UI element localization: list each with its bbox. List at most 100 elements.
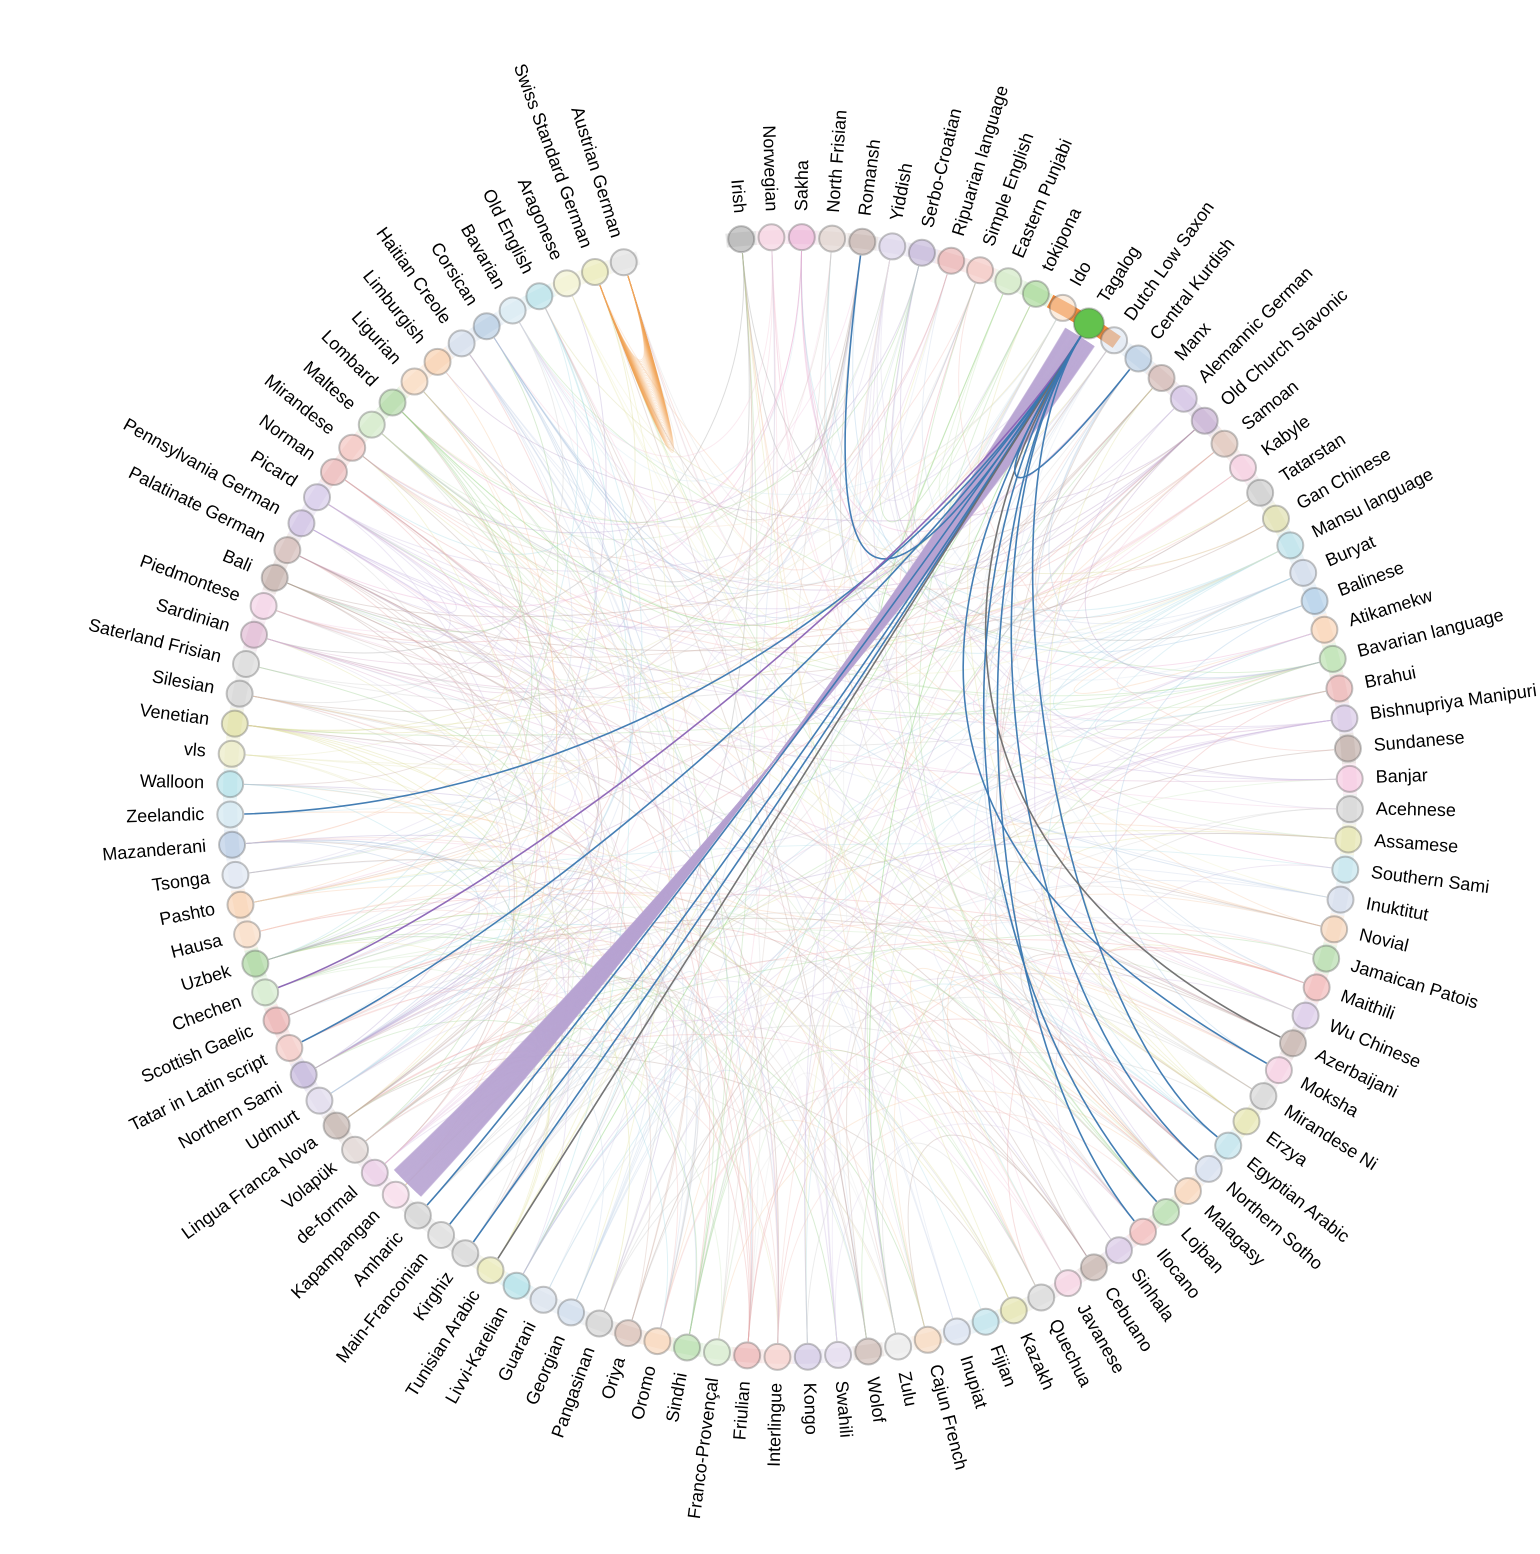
node-circle[interactable] [341, 1135, 370, 1164]
node-circle[interactable] [249, 591, 278, 620]
node-label[interactable]: Bali [220, 545, 255, 575]
node-circle[interactable] [824, 1340, 853, 1369]
node-label[interactable]: Oromo [627, 1364, 659, 1422]
node-assamese[interactable]: Assamese [1334, 825, 1459, 857]
node-circle[interactable] [476, 1256, 505, 1285]
node-circle[interactable] [1129, 1217, 1158, 1246]
node-circle[interactable] [1210, 429, 1239, 458]
node-norwegian[interactable]: Norwegian [757, 125, 786, 252]
node-circle[interactable] [1124, 344, 1153, 373]
node-circle[interactable] [937, 246, 966, 275]
node-mazanderani[interactable]: Mazanderani [101, 830, 247, 865]
node-acehnese[interactable]: Acehnese [1335, 795, 1456, 824]
node-friulian[interactable]: Friulian [729, 1341, 762, 1441]
node-circle[interactable] [305, 1086, 334, 1115]
node-circle[interactable] [727, 225, 756, 254]
node-circle[interactable] [529, 1285, 558, 1314]
node-circle[interactable] [1021, 279, 1050, 308]
node-circle[interactable] [287, 509, 316, 538]
node-circle[interactable] [757, 223, 786, 252]
node-circle[interactable] [942, 1317, 971, 1346]
node-circle[interactable] [216, 800, 245, 829]
node-circle[interactable] [233, 920, 262, 949]
node-irish[interactable]: Irish [727, 178, 756, 254]
node-circle[interactable] [966, 256, 995, 285]
node-label[interactable]: Franco-Provençal [684, 1377, 722, 1520]
node-circle[interactable] [502, 1271, 531, 1300]
node-circle[interactable] [220, 709, 249, 738]
node-label[interactable]: Inupiat [956, 1353, 991, 1411]
node-circle[interactable] [1249, 1082, 1278, 1111]
node-banjar[interactable]: Banjar [1335, 764, 1428, 793]
node-label[interactable]: Interlingue [764, 1383, 786, 1467]
node-label[interactable]: Zulu [895, 1370, 921, 1408]
node-circle[interactable] [262, 1006, 291, 1035]
node-north-frisian[interactable]: North Frisian [818, 109, 851, 253]
node-circle[interactable] [787, 223, 816, 252]
node-circle[interactable] [1194, 1154, 1223, 1183]
node-label[interactable]: Assamese [1374, 830, 1459, 856]
node-circle[interactable] [552, 269, 581, 298]
node-circle[interactable] [884, 1332, 913, 1361]
node-circle[interactable] [1300, 587, 1329, 616]
node-circle[interactable] [907, 238, 936, 267]
node-circle[interactable] [273, 536, 302, 565]
node-circle[interactable] [1054, 1269, 1083, 1298]
node-circle[interactable] [1100, 326, 1129, 355]
node-circle[interactable] [1335, 764, 1364, 793]
node-circle[interactable] [378, 388, 407, 417]
node-label[interactable]: Ido [1066, 258, 1096, 290]
node-label[interactable]: Oriya [597, 1354, 629, 1402]
node-label[interactable]: Fijian [987, 1342, 1021, 1389]
node-circle[interactable] [913, 1325, 942, 1354]
node-circle[interactable] [1173, 1176, 1202, 1205]
node-circle[interactable] [241, 949, 270, 978]
node-label[interactable]: Walloon [140, 771, 205, 792]
node-serbo-croatian[interactable]: Serbo-Croatian [907, 106, 965, 267]
node-circle[interactable] [1214, 1131, 1243, 1160]
node-label[interactable]: Swahili [832, 1380, 857, 1439]
node-franco-provencal[interactable]: Franco-Provençal [684, 1338, 731, 1520]
node-circle[interactable] [1333, 734, 1362, 763]
node-circle[interactable] [971, 1307, 1000, 1336]
node-circle[interactable] [614, 1319, 643, 1348]
node-circle[interactable] [1335, 795, 1364, 824]
node-circle[interactable] [322, 1111, 351, 1140]
node-label[interactable]: Silesian [150, 666, 216, 697]
node-label[interactable]: Kongo [800, 1382, 822, 1435]
node-circle[interactable] [1264, 1056, 1293, 1085]
node-label[interactable]: Novial [1357, 925, 1410, 956]
node-circle[interactable] [1325, 674, 1354, 703]
node-label[interactable]: Uzbek [178, 960, 234, 995]
node-label[interactable]: Zeelandic [126, 804, 205, 826]
node-circle[interactable] [1291, 1001, 1320, 1030]
node-label[interactable]: Pashto [158, 899, 217, 929]
node-circle[interactable] [275, 1033, 304, 1062]
node-circle[interactable] [999, 1296, 1028, 1325]
node-label[interactable]: Brahui [1363, 662, 1418, 692]
node-circle[interactable] [1302, 973, 1331, 1002]
node-circle[interactable] [260, 563, 289, 592]
node-circle[interactable] [854, 1337, 883, 1366]
node-circle[interactable] [338, 433, 367, 462]
node-circle[interactable] [403, 1201, 432, 1230]
node-circle[interactable] [994, 267, 1023, 296]
node-circle[interactable] [319, 458, 348, 487]
node-circle[interactable] [447, 329, 476, 358]
node-circle[interactable] [878, 232, 907, 261]
node-label[interactable]: Irish [727, 178, 750, 214]
node-label[interactable]: Maithili [1338, 986, 1397, 1024]
node-wolof[interactable]: Wolof [854, 1337, 890, 1425]
node-circle[interactable] [360, 1158, 389, 1187]
node-label[interactable]: Sindhi [662, 1371, 691, 1424]
node-label[interactable]: Palatinate German [125, 462, 269, 546]
node-circle[interactable] [585, 1309, 614, 1338]
node-circle[interactable] [1048, 293, 1077, 322]
node-circle[interactable] [472, 312, 501, 341]
node-circle[interactable] [289, 1060, 318, 1089]
node-label[interactable]: Wolof [863, 1376, 889, 1425]
node-circle[interactable] [733, 1341, 762, 1370]
node-label[interactable]: Mazanderani [101, 836, 206, 865]
node-circle[interactable] [557, 1298, 586, 1327]
node-circle[interactable] [1320, 915, 1349, 944]
